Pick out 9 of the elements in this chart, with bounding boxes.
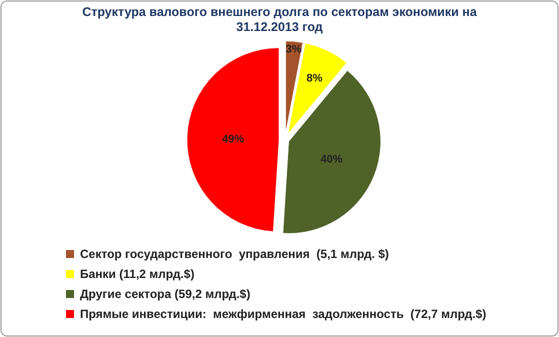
data-label: 8% [306, 72, 323, 84]
data-label: 3% [286, 43, 302, 56]
legend-label: Сектор государственного управления (5,1 млрд. $) [80, 247, 389, 261]
data-label: 40% [320, 153, 343, 166]
legend-label: Прямые инвестиции: межфирменная задолженность (72,7 млрд.$) [80, 307, 486, 321]
chart-title: Структура валового внешнего долга по секторам экономики на 31.12.2013 год [82, 5, 478, 34]
legend-label: Банки (11,2 млрд.$) [80, 267, 194, 281]
legend-label: Другие сектора (59,2 млрд.$) [80, 287, 250, 301]
data-label: 49% [222, 133, 244, 146]
